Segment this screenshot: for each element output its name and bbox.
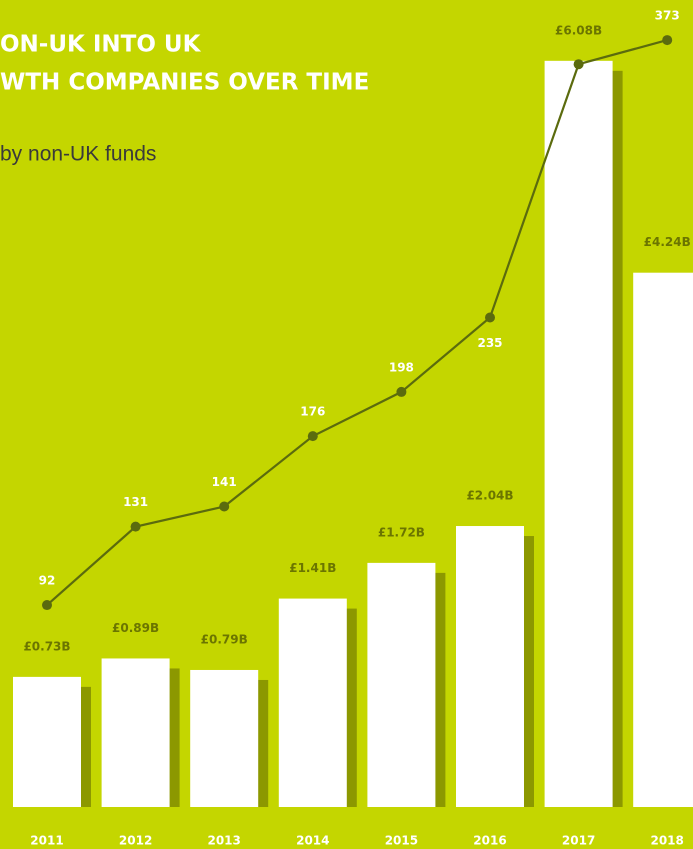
line-value-label: 176 <box>300 405 325 419</box>
line-point <box>396 386 407 397</box>
chart-title: ON-UK INTO UK <box>0 32 202 58</box>
bar-value-label: £4.24B <box>644 235 691 249</box>
line-point <box>307 431 318 442</box>
bar-value-label: £2.04B <box>466 489 513 503</box>
x-tick-label: 2016 <box>473 834 506 848</box>
x-tick-label: 2017 <box>562 834 595 848</box>
chart-title: WTH COMPANIES OVER TIME <box>0 70 369 96</box>
line-value-label: 141 <box>212 475 237 489</box>
x-tick-label: 2012 <box>119 834 152 848</box>
line <box>46 39 668 606</box>
line-value-label: 198 <box>389 360 414 374</box>
bar-value-label: £1.41B <box>289 561 336 575</box>
x-tick-label: 2018 <box>650 834 683 848</box>
bar <box>101 658 170 807</box>
line-value-label: 131 <box>123 495 148 509</box>
bar <box>633 272 693 807</box>
bar <box>456 526 524 807</box>
line-value-label: 373 <box>655 9 680 23</box>
line-point <box>662 35 673 46</box>
bar-value-label: £0.89B <box>112 621 159 635</box>
bar <box>544 60 613 808</box>
line-value-label: 361 <box>581 83 606 97</box>
line-point <box>42 600 52 611</box>
x-tick-label: 2014 <box>296 834 329 848</box>
chart-subtitle: by non-UK funds <box>0 143 156 166</box>
bar <box>190 669 259 807</box>
line-point <box>219 501 230 512</box>
line-value-label: 92 <box>39 574 56 588</box>
x-tick-label: 2015 <box>385 834 418 848</box>
bar <box>367 562 436 807</box>
bar-value-label: £6.08B <box>555 23 602 37</box>
line-point <box>130 521 141 532</box>
line-point <box>485 312 495 323</box>
bar-value-label: £0.73B <box>23 639 70 653</box>
x-tick-label: 2011 <box>30 834 63 848</box>
bar-value-label: £0.79B <box>201 632 248 646</box>
line-point <box>573 59 584 70</box>
bar <box>278 598 347 807</box>
bar <box>13 676 81 807</box>
x-tick-label: 2013 <box>207 834 240 848</box>
bar-value-label: £1.72B <box>378 525 425 539</box>
line-value-label: 235 <box>477 336 502 350</box>
